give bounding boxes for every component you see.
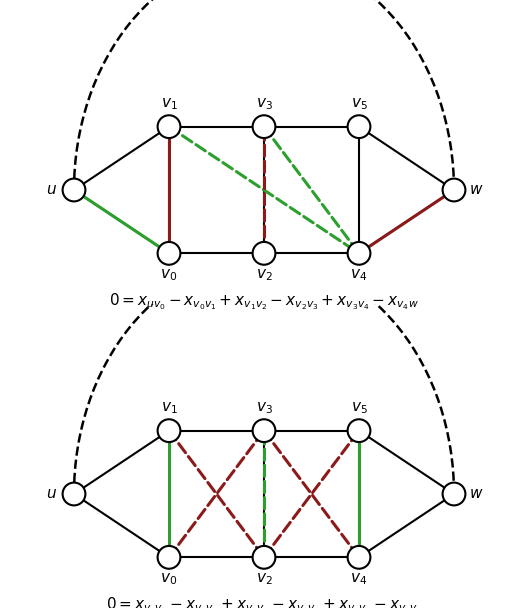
Circle shape — [157, 546, 181, 568]
Circle shape — [63, 483, 86, 505]
Text: $v_{5}$: $v_{5}$ — [351, 401, 367, 416]
Text: $v_{4}$: $v_{4}$ — [351, 572, 367, 587]
Text: $0 = x_{v_0v_1} - x_{v_1v_2} + x_{v_2v_3} - x_{v_3v_4} + x_{v_4v_5} - x_{v_5v_0}: $0 = x_{v_0v_1} - x_{v_1v_2} + x_{v_2v_3… — [106, 595, 422, 608]
Circle shape — [157, 116, 181, 138]
Text: $v_{0}$: $v_{0}$ — [161, 572, 177, 587]
Text: $u$: $u$ — [46, 182, 58, 198]
Circle shape — [252, 546, 276, 568]
Text: $v_{4}$: $v_{4}$ — [351, 268, 367, 283]
Circle shape — [347, 242, 371, 264]
Text: $v_{5}$: $v_{5}$ — [351, 97, 367, 112]
Circle shape — [442, 179, 465, 201]
Text: $v_{0}$: $v_{0}$ — [161, 268, 177, 283]
Text: $v_{2}$: $v_{2}$ — [256, 572, 272, 587]
Circle shape — [63, 179, 86, 201]
Text: $v_{3}$: $v_{3}$ — [256, 97, 272, 112]
Circle shape — [252, 116, 276, 138]
Text: $v_{2}$: $v_{2}$ — [256, 268, 272, 283]
Text: $0 = x_{uv_0} - x_{v_0v_1} + x_{v_1v_2} - x_{v_2v_3} + x_{v_3v_4} - x_{v_4w}$: $0 = x_{uv_0} - x_{v_0v_1} + x_{v_1v_2} … — [109, 291, 419, 312]
Circle shape — [252, 242, 276, 264]
Text: $v_{1}$: $v_{1}$ — [161, 401, 177, 416]
Text: $u$: $u$ — [46, 486, 58, 502]
Circle shape — [347, 116, 371, 138]
Circle shape — [347, 420, 371, 442]
Text: $v_{1}$: $v_{1}$ — [161, 97, 177, 112]
Text: $w$: $w$ — [469, 486, 484, 502]
Text: $v_{3}$: $v_{3}$ — [256, 401, 272, 416]
Circle shape — [157, 420, 181, 442]
Circle shape — [442, 483, 465, 505]
Circle shape — [157, 242, 181, 264]
Text: $w$: $w$ — [469, 182, 484, 198]
Circle shape — [347, 546, 371, 568]
Circle shape — [252, 420, 276, 442]
